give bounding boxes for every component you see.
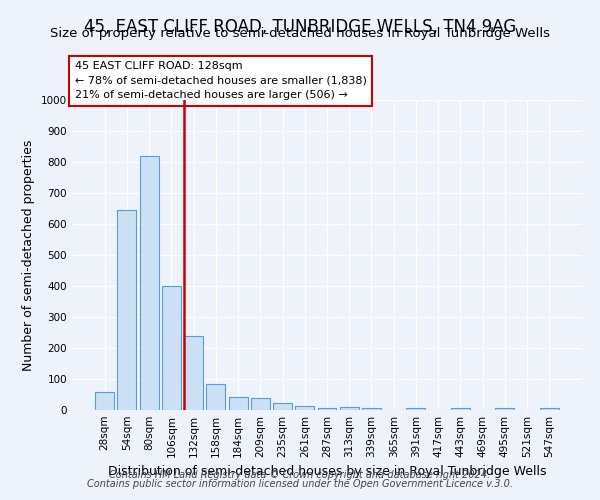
Bar [317,408,337,410]
Bar [184,336,203,410]
Bar [273,403,292,410]
Bar [229,397,248,410]
Y-axis label: Number of semi-detached properties: Number of semi-detached properties [22,140,35,370]
Bar [540,408,559,410]
Bar [451,408,470,410]
Bar [118,210,136,410]
Text: Size of property relative to semi-detached houses in Royal Tunbridge Wells: Size of property relative to semi-detach… [50,28,550,40]
Bar [206,384,225,410]
Text: 45, EAST CLIFF ROAD, TUNBRIDGE WELLS, TN4 9AG: 45, EAST CLIFF ROAD, TUNBRIDGE WELLS, TN… [84,18,516,36]
Bar [362,408,381,410]
Text: 45 EAST CLIFF ROAD: 128sqm
← 78% of semi-detached houses are smaller (1,838)
21%: 45 EAST CLIFF ROAD: 128sqm ← 78% of semi… [74,61,367,100]
X-axis label: Distribution of semi-detached houses by size in Royal Tunbridge Wells: Distribution of semi-detached houses by … [108,466,546,478]
Bar [95,392,114,410]
Bar [162,286,181,410]
Bar [496,408,514,410]
Bar [406,408,425,410]
Text: Contains public sector information licensed under the Open Government Licence v.: Contains public sector information licen… [87,479,513,489]
Bar [295,406,314,410]
Text: Contains HM Land Registry data © Crown copyright and database right 2024.: Contains HM Land Registry data © Crown c… [109,470,491,480]
Bar [251,398,270,410]
Bar [340,407,359,410]
Bar [140,156,158,410]
